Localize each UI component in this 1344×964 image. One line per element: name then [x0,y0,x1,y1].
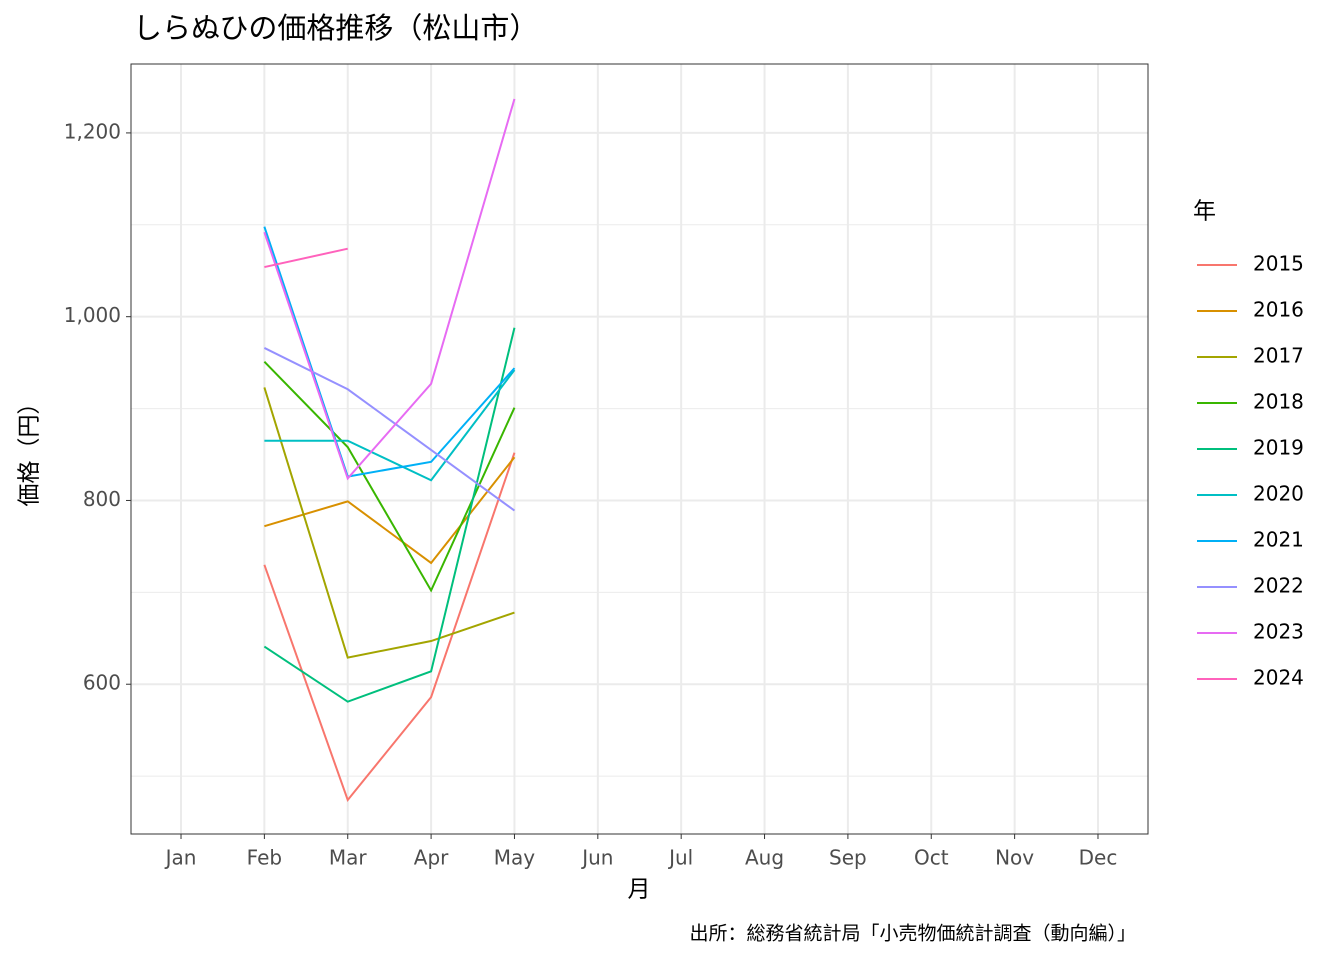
legend-label: 2016 [1253,298,1304,322]
x-tick-label: Dec [1079,846,1118,870]
caption: 出所：総務省統計局「小売物価統計調査（動向編）」 [689,923,1136,945]
x-tick-label: Sep [829,846,867,870]
plot-border [130,63,1149,835]
chart-title: しらぬひの価格推移（松山市） [133,11,538,45]
series-line [263,98,516,481]
x-tick-label: May [494,846,536,870]
series-line [263,327,516,703]
x-tick-label: Jan [164,846,197,870]
x-axis-label: 月 [628,877,651,903]
legend-label: 2021 [1253,528,1304,552]
legend-label: 2015 [1253,252,1304,276]
x-tick-label: Aug [745,846,784,870]
series-line [263,226,516,478]
series-line [264,247,348,269]
y-tick-label: 600 [83,671,121,695]
x-tick-label: Feb [247,846,282,870]
series-line [263,387,515,659]
legend-title: 年 [1193,199,1216,225]
y-axis-label: 価格（円） [17,392,43,507]
x-tick-label: Mar [329,846,368,870]
legend-label: 2017 [1253,344,1304,368]
y-tick-label: 800 [83,487,121,511]
y-tick-label: 1,200 [64,119,121,143]
x-tick-label: Oct [914,846,949,870]
series-line [263,452,516,803]
plot-background [131,64,1148,834]
legend-label: 2019 [1253,436,1304,460]
legend-label: 2024 [1253,666,1304,690]
x-tick-label: Apr [414,846,449,870]
legend-label: 2022 [1253,574,1304,598]
legend-label: 2023 [1253,620,1304,644]
series-line [264,456,516,565]
series-line [263,347,516,512]
series-line [264,369,516,482]
legend-label: 2018 [1253,390,1304,414]
y-tick-label: 1,000 [64,303,121,327]
x-tick-label: Nov [995,846,1034,870]
legend-label: 2020 [1253,482,1304,506]
x-tick-label: Jun [580,846,613,870]
x-tick-label: Jul [667,846,693,870]
